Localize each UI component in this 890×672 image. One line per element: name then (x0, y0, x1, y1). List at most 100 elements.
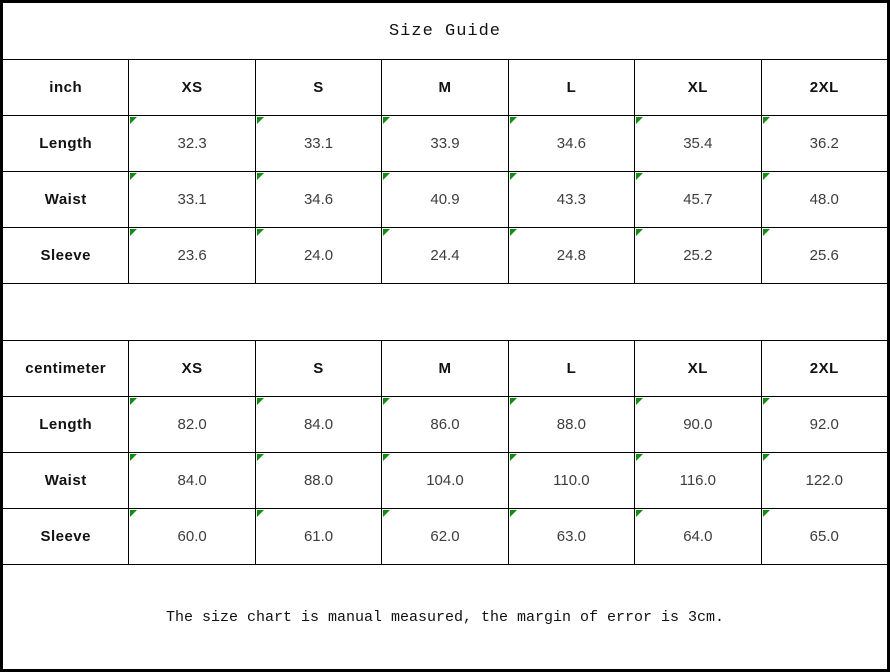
table-row: Waist 33.1 34.6 40.9 43.3 45.7 48.0 (1, 171, 889, 228)
value-text: 35.4 (683, 135, 713, 152)
cell-flag-triangle-icon (383, 398, 391, 405)
value-text: 88.0 (303, 472, 334, 489)
table-row: Length 82.0 84.0 86.0 88.0 90.0 92.0 (1, 396, 889, 453)
row-label: Sleeve (1, 227, 130, 284)
value-text: 25.2 (683, 247, 713, 264)
row-label: Length (1, 115, 130, 172)
value-text: 32.3 (177, 135, 207, 152)
table-row: Length 32.3 33.1 33.9 34.6 35.4 36.2 (1, 115, 889, 172)
cell-flag-triangle-icon (509, 510, 517, 517)
centimeter-header-row: centimeter XS S M L XL 2XL (1, 340, 889, 397)
table-row: Sleeve 23.6 24.0 24.4 24.8 25.2 25.6 (1, 227, 889, 284)
value-cell: 43.3 (507, 171, 636, 228)
value-text: 104.0 (426, 472, 464, 489)
size-header-l: L (507, 59, 636, 116)
value-cell: 24.0 (254, 227, 383, 284)
value-text: 63.0 (556, 528, 586, 545)
cell-flag-triangle-icon (130, 454, 138, 461)
value-cell: 82.0 (128, 396, 256, 453)
cell-flag-triangle-icon (509, 117, 517, 124)
value-cell: 34.6 (507, 115, 636, 172)
value-text: 65.0 (809, 528, 839, 545)
value-text: 24.0 (303, 247, 334, 264)
cell-flag-triangle-icon (383, 173, 391, 180)
value-text: 116.0 (679, 472, 717, 489)
value-cell: 84.0 (128, 452, 256, 509)
cell-flag-triangle-icon (383, 229, 391, 236)
cell-flag-triangle-icon (636, 117, 644, 124)
value-text: 92.0 (809, 416, 839, 433)
value-text: 33.1 (177, 191, 207, 208)
cell-flag-triangle-icon (130, 173, 138, 180)
cell-flag-triangle-icon (383, 117, 391, 124)
table-row: Sleeve 60.0 61.0 62.0 63.0 64.0 65.0 (1, 508, 889, 565)
value-text: 110.0 (553, 472, 590, 489)
value-cell: 86.0 (381, 396, 509, 453)
value-text: 122.0 (805, 472, 844, 489)
value-text: 90.0 (683, 416, 713, 433)
value-cell: 122.0 (760, 452, 889, 509)
cell-flag-triangle-icon (256, 454, 264, 461)
unit-label-inch: inch (1, 59, 130, 116)
row-label: Length (1, 396, 130, 453)
value-cell: 35.4 (634, 115, 762, 172)
cell-flag-triangle-icon (509, 454, 517, 461)
value-text: 40.9 (430, 191, 460, 208)
value-cell: 84.0 (254, 396, 383, 453)
value-text: 88.0 (556, 416, 586, 433)
cell-flag-triangle-icon (509, 173, 517, 180)
value-cell: 104.0 (381, 452, 509, 509)
cell-flag-triangle-icon (130, 398, 138, 405)
value-cell: 33.1 (128, 171, 256, 228)
size-header-m: M (381, 340, 509, 397)
value-cell: 64.0 (634, 508, 762, 565)
size-header-xs: XS (128, 59, 256, 116)
size-header-s: S (254, 340, 383, 397)
value-cell: 92.0 (760, 396, 889, 453)
value-cell: 23.6 (128, 227, 256, 284)
value-text: 25.6 (809, 247, 839, 264)
cell-flag-triangle-icon (762, 117, 770, 124)
cell-flag-triangle-icon (256, 229, 264, 236)
cell-flag-triangle-icon (762, 510, 770, 517)
value-cell: 32.3 (128, 115, 256, 172)
value-cell: 60.0 (128, 508, 256, 565)
value-cell: 33.1 (254, 115, 383, 172)
cell-flag-triangle-icon (509, 229, 517, 236)
value-text: 82.0 (177, 416, 207, 433)
value-cell: 110.0 (507, 452, 636, 509)
value-text: 24.4 (430, 247, 460, 264)
value-cell: 90.0 (634, 396, 762, 453)
size-header-2xl: 2XL (760, 59, 889, 116)
title-row: Size Guide (2, 2, 888, 60)
cell-flag-triangle-icon (130, 510, 138, 517)
value-cell: 88.0 (507, 396, 636, 453)
spacer-cell (2, 283, 888, 341)
cell-flag-triangle-icon (256, 117, 264, 124)
size-header-xl: XL (634, 59, 762, 116)
value-cell: 88.0 (254, 452, 383, 509)
cell-flag-triangle-icon (383, 454, 391, 461)
value-text: 84.0 (177, 472, 207, 489)
cell-flag-triangle-icon (762, 173, 770, 180)
inch-header-row: inch XS S M L XL 2XL (1, 59, 889, 116)
size-header-2xl: 2XL (760, 340, 889, 397)
row-label: Waist (1, 171, 130, 228)
value-text: 24.8 (556, 247, 586, 264)
cell-flag-triangle-icon (130, 229, 138, 236)
value-text: 34.6 (303, 191, 334, 208)
cell-flag-triangle-icon (636, 173, 644, 180)
cell-flag-triangle-icon (636, 229, 644, 236)
value-text: 34.6 (556, 135, 586, 152)
value-cell: 40.9 (381, 171, 509, 228)
value-cell: 61.0 (254, 508, 383, 565)
value-text: 61.0 (303, 528, 334, 545)
cell-flag-triangle-icon (256, 398, 264, 405)
value-cell: 33.9 (381, 115, 509, 172)
value-text: 84.0 (303, 416, 334, 433)
cell-flag-triangle-icon (636, 510, 644, 517)
value-text: 43.3 (556, 191, 586, 208)
size-header-s: S (254, 59, 383, 116)
value-text: 62.0 (430, 528, 460, 545)
